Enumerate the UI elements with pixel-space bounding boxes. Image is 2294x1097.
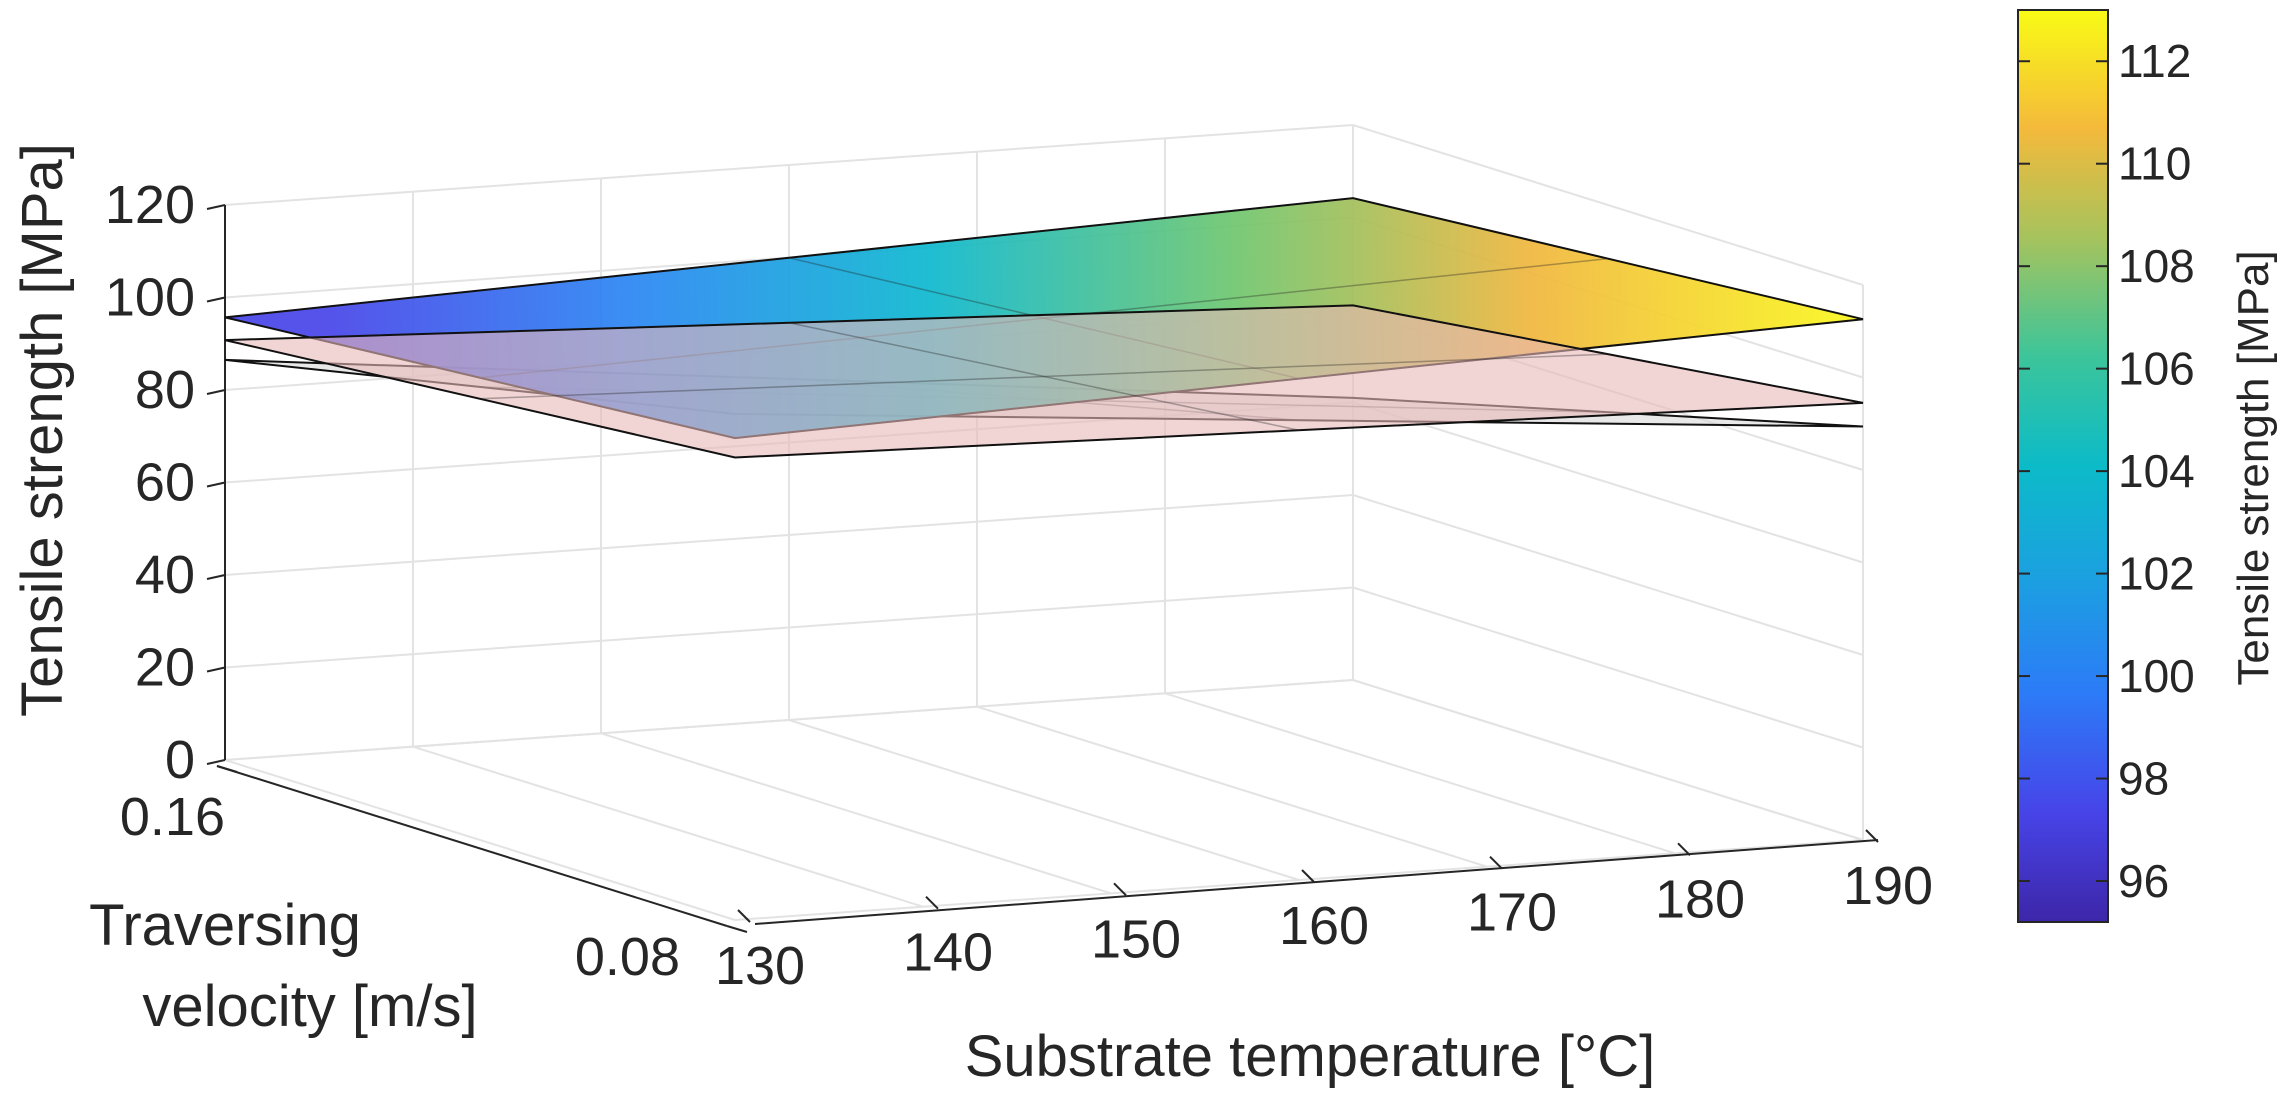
colorbar-gradient	[2017, 9, 2109, 923]
tick-labels: 0 20 40 60 80 100 120 0.16 0.08 130 140 150 160 170 18…	[105, 175, 1933, 996]
x-tick-label: 130	[715, 936, 805, 996]
surface-mesh-line	[788, 321, 1300, 431]
grid-line	[976, 705, 1488, 868]
z-tick-label: 40	[135, 545, 195, 605]
x-tick-mark	[1677, 842, 1691, 857]
grid-line	[224, 586, 1354, 669]
x-tick-mark	[1865, 829, 1879, 843]
grid-line	[1352, 494, 1864, 656]
z-tick-label: 0	[165, 730, 195, 790]
colorbar-tick-label: 108	[2118, 240, 2195, 292]
grid-line	[1352, 586, 1864, 749]
x-tick-mark	[1301, 869, 1315, 883]
colorbar-tick-label: 110	[2118, 138, 2191, 190]
y-tick-mark	[726, 925, 748, 933]
colorbar: 96 98 100 102 104 106 108 110 112 Tensile streng…	[2017, 9, 2278, 923]
z-tick-mark	[206, 666, 226, 673]
grid-line	[224, 494, 1354, 576]
x-tick-label: 190	[1843, 856, 1933, 916]
z-tick-label: 100	[105, 268, 195, 328]
colorbar-label: Tensile strength [MPa]	[2229, 250, 2278, 685]
colorbar-tick-label: 96	[2118, 855, 2169, 907]
z-tick-mark	[206, 481, 226, 488]
y-axis-label-line2: velocity [m/s]	[142, 974, 477, 1039]
grid-line	[1164, 692, 1676, 855]
colorbar-tick-label: 100	[2118, 650, 2195, 702]
x-tick-label: 140	[903, 923, 993, 983]
x-tick-mark	[1489, 855, 1503, 870]
colorbar-tick-label: 112	[2118, 35, 2191, 87]
x-tick-label: 160	[1279, 896, 1369, 956]
surface-mesh-line	[479, 353, 1609, 400]
x-tick-label: 180	[1655, 869, 1745, 929]
x-tick-mark	[925, 895, 939, 910]
y-tick-mark	[216, 765, 238, 773]
surface-lower-bound	[224, 304, 1864, 459]
colorbar-tick-label: 102	[2118, 548, 2195, 600]
x-tick-mark	[1113, 882, 1127, 897]
grid-line	[600, 732, 1112, 895]
x-tick-label: 170	[1467, 883, 1557, 943]
z-tick-label: 60	[135, 453, 195, 513]
z-tick-label: 120	[105, 175, 195, 235]
z-axis-label: Tensile strength [MPa]	[10, 143, 75, 717]
grid-line	[412, 745, 924, 908]
z-tick-label: 80	[135, 360, 195, 420]
colorbar-tick-label: 98	[2118, 753, 2169, 805]
grid-line	[1352, 401, 1864, 564]
y-tick-label: 0.16	[120, 787, 225, 847]
z-tick-mark	[206, 574, 226, 580]
colorbar-tick-label: 104	[2118, 445, 2195, 497]
y-axis-label-line1: Traversing	[89, 893, 361, 958]
grid-line	[224, 124, 1354, 206]
y-tick-label: 0.08	[575, 927, 680, 987]
grid-line	[224, 759, 736, 921]
z-tick-label: 20	[135, 638, 195, 698]
grid-line	[1352, 124, 1864, 286]
grid-line	[788, 719, 1300, 881]
x-tick-mark	[737, 909, 751, 923]
z-tick-mark	[206, 296, 226, 303]
grid-line	[1352, 679, 1864, 841]
x-tick-label: 150	[1091, 909, 1181, 969]
surfaces	[224, 197, 1864, 459]
x-axis-line	[754, 839, 1879, 925]
colorbar-tick-label: 106	[2118, 343, 2195, 395]
grid-line	[734, 839, 1864, 921]
y-axis-line	[216, 765, 728, 927]
z-tick-mark	[206, 389, 226, 395]
z-tick-mark	[206, 759, 226, 765]
grid-line	[224, 679, 1354, 761]
x-axis-label: Substrate temperature [°C]	[965, 1024, 1656, 1089]
z-tick-mark	[206, 204, 226, 210]
